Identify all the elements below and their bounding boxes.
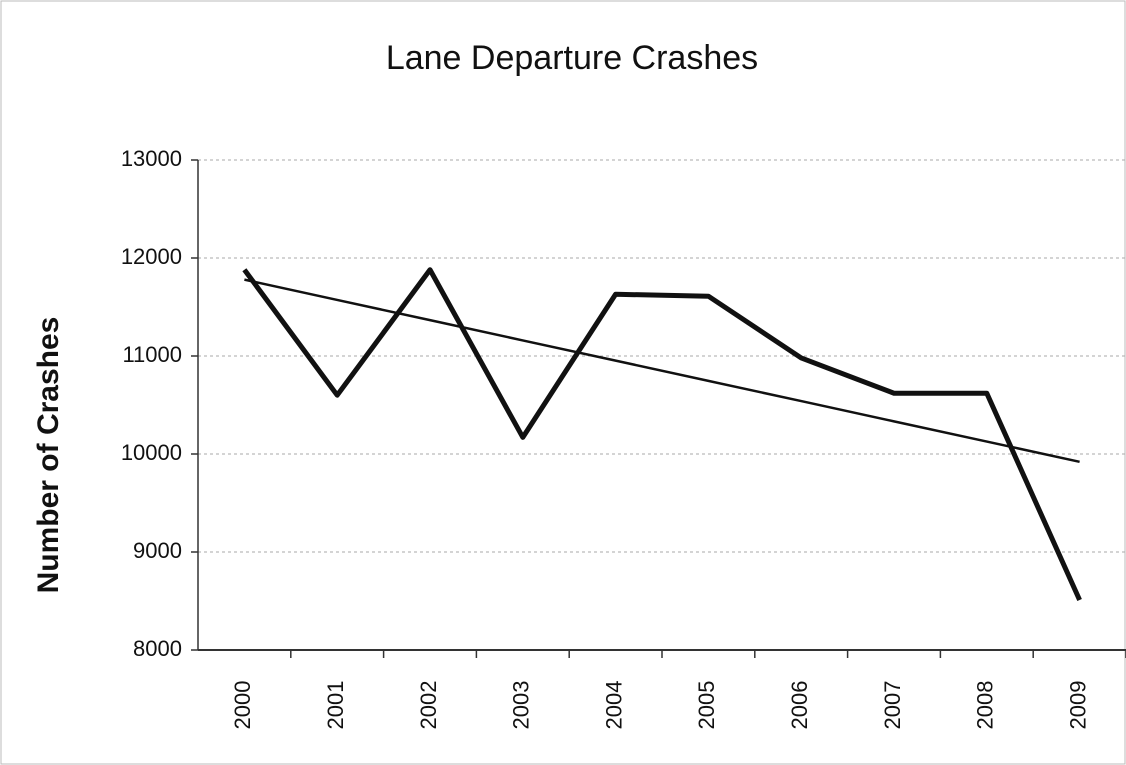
trendline [244, 278, 1080, 464]
x-tick-label: 2003 [509, 681, 534, 730]
y-tick-label: 13000 [121, 146, 182, 171]
x-tick-label: 2000 [230, 681, 255, 730]
y-tick-label: 10000 [121, 440, 182, 465]
x-tick-label: 2007 [880, 681, 905, 730]
y-axis-label: Number of Crashes [32, 317, 65, 594]
y-tick-label: 11000 [122, 342, 182, 367]
x-tick-label: 2008 [973, 681, 998, 730]
x-tick-label: 2004 [601, 681, 626, 730]
y-tick-label: 12000 [121, 244, 182, 269]
y-tick-label: 8000 [133, 636, 182, 661]
x-tick-label: 2006 [787, 681, 812, 730]
y-tick-label: 9000 [133, 538, 182, 563]
chart-title: Lane Departure Crashes [386, 39, 758, 77]
x-tick-label: 2009 [1065, 681, 1090, 730]
line [242, 267, 1082, 602]
x-tick-label: 2005 [694, 681, 719, 730]
x-tick-label: 2002 [416, 681, 441, 730]
x-tick-label: 2001 [323, 681, 348, 730]
